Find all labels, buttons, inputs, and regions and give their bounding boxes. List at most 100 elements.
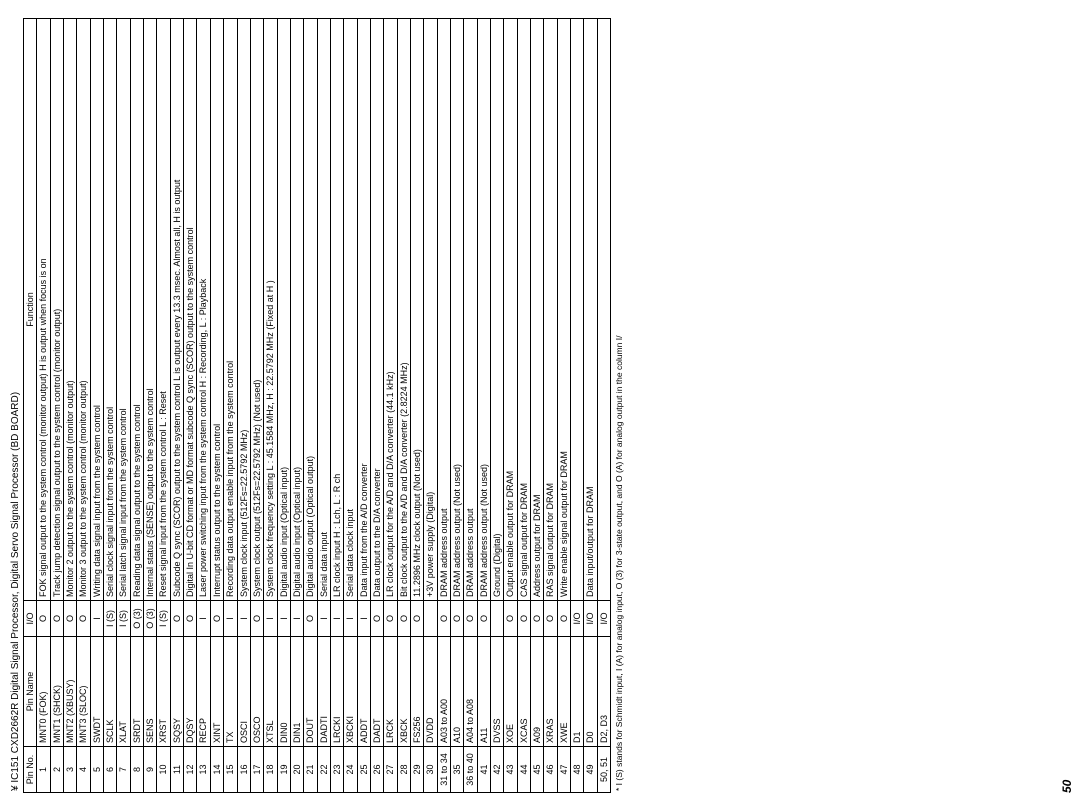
cell-name: XLAT xyxy=(117,637,130,747)
cell-io: O (3) xyxy=(144,601,157,637)
table-row: 18XTSLISystem clock frequency setting L … xyxy=(264,19,277,793)
cell-function: System clock input (512Fs=22.5792 MHz) xyxy=(237,19,250,601)
table-row: 21DOUTODigital audio output (Optical out… xyxy=(304,19,317,793)
cell-pin: 8 xyxy=(130,747,143,793)
cell-name: DVSS xyxy=(491,637,504,747)
table-row: 19DIN0IDigital audio input (Optical inpu… xyxy=(277,19,290,793)
cell-name: MNT1 (SHCK) xyxy=(50,637,63,747)
cell-io: O xyxy=(410,601,423,637)
cell-io: I (S) xyxy=(157,601,170,637)
cell-io: I xyxy=(277,601,290,637)
cell-name: XRST xyxy=(157,637,170,747)
table-row: 9SENSO (3)Internal status (SENSE) output… xyxy=(144,19,157,793)
cell-pin: 2 xyxy=(50,747,63,793)
table-row: 2MNT1 (SHCK)OTrack jump detection signal… xyxy=(50,19,63,793)
table-row: 49D0I/OData input/output for DRAM xyxy=(584,19,597,793)
cell-name: MNT3 (SLOC) xyxy=(77,637,90,747)
cell-name: XINT xyxy=(210,637,223,747)
cell-name: XRAS xyxy=(544,637,557,747)
col-name-header: Pin Name xyxy=(24,637,37,747)
cell-name: SCLK xyxy=(104,637,117,747)
table-row: 46XRASORAS signal output for DRAM xyxy=(544,19,557,793)
cell-io: O xyxy=(370,601,383,637)
table-row: 16OSCIISystem clock input (512Fs=22.5792… xyxy=(237,19,250,793)
cell-pin: 42 xyxy=(491,747,504,793)
cell-function: FOK signal output to the system control … xyxy=(37,19,50,601)
cell-io: O xyxy=(517,601,530,637)
table-row: 50, 51D2, D3I/O xyxy=(597,19,610,793)
cell-pin: 43 xyxy=(504,747,517,793)
cell-pin: 41 xyxy=(477,747,490,793)
cell-name: XCAS xyxy=(517,637,530,747)
table-row: 26DADTOData output to the D/A converter xyxy=(370,19,383,793)
cell-pin: 47 xyxy=(557,747,570,793)
cell-pin: 11 xyxy=(170,747,183,793)
cell-name: DIN0 xyxy=(277,637,290,747)
cell-io: O (3) xyxy=(130,601,143,637)
table-row: 27LRCKOLR clock output for the A/D and D… xyxy=(384,19,397,793)
table-row: 12DQSYODigital In U-bit CD format or MD … xyxy=(184,19,197,793)
table-row: 15TXIRecording data output enable input … xyxy=(224,19,237,793)
cell-function xyxy=(571,19,584,601)
cell-name: SRDT xyxy=(130,637,143,747)
cell-pin: 3 xyxy=(64,747,77,793)
cell-name: RECP xyxy=(197,637,210,747)
cell-pin: 28 xyxy=(397,747,410,793)
cell-io: I xyxy=(224,601,237,637)
cell-io: O xyxy=(210,601,223,637)
cell-name: DOUT xyxy=(304,637,317,747)
table-row: 11SQSYOSubcode Q sync (SCOR) output to t… xyxy=(170,19,183,793)
cell-function: Reset signal input from the system contr… xyxy=(157,19,170,601)
cell-name: LRCK xyxy=(384,637,397,747)
cell-function: RAS signal output for DRAM xyxy=(544,19,557,601)
cell-io: O xyxy=(451,601,464,637)
cell-pin: 27 xyxy=(384,747,397,793)
cell-io: O xyxy=(557,601,570,637)
cell-function xyxy=(597,19,610,601)
cell-function: Serial latch signal input from the syste… xyxy=(117,19,130,601)
cell-io: I (S) xyxy=(104,601,117,637)
cell-name: DIN1 xyxy=(290,637,303,747)
cell-name: TX xyxy=(224,637,237,747)
cell-pin: 6 xyxy=(104,747,117,793)
cell-name: DADTI xyxy=(317,637,330,747)
cell-function: Subcode Q sync (SCOR) output to the syst… xyxy=(170,19,183,601)
cell-name: A09 xyxy=(531,637,544,747)
cell-pin: 50, 51 xyxy=(597,747,610,793)
cell-function: DRAM address output (Not used) xyxy=(451,19,464,601)
cell-io: O xyxy=(64,601,77,637)
table-row: 28XBCKOBit clock output to the A/D and D… xyxy=(397,19,410,793)
cell-pin: 20 xyxy=(290,747,303,793)
page-rotated: ¥ IC151 CXD2662R Digital Signal Processo… xyxy=(0,0,1080,811)
cell-pin: 29 xyxy=(410,747,423,793)
cell-name: MNT0 (FOK) xyxy=(37,637,50,747)
cell-io: O xyxy=(437,601,450,637)
cell-function: LR clock input H : Lch, L : R ch xyxy=(330,19,343,601)
table-row: 22DADTIISerial data input xyxy=(317,19,330,793)
cell-name: A10 xyxy=(451,637,464,747)
cell-name: OSCO xyxy=(250,637,263,747)
table-row: 20DIN1IDigital audio input (Optical inpu… xyxy=(290,19,303,793)
cell-io: O xyxy=(170,601,183,637)
cell-io: I xyxy=(237,601,250,637)
cell-name: A11 xyxy=(477,637,490,747)
cell-function: Recording data output enable input from … xyxy=(224,19,237,601)
table-row: 13RECPILaser power switching input from … xyxy=(197,19,210,793)
cell-pin: 7 xyxy=(117,747,130,793)
cell-pin: 15 xyxy=(224,747,237,793)
cell-function: Output enable output for DRAM xyxy=(504,19,517,601)
cell-io xyxy=(491,601,504,637)
table-row: 35A10ODRAM address output (Not used) xyxy=(451,19,464,793)
cell-io: I/O xyxy=(597,601,610,637)
cell-io: O xyxy=(250,601,263,637)
cell-function: LR clock output for the A/D and D/A conv… xyxy=(384,19,397,601)
cell-io: O xyxy=(37,601,50,637)
cell-pin: 4 xyxy=(77,747,90,793)
table-row: 29FS256O11.2896 MHz clock output (Not us… xyxy=(410,19,423,793)
table-row: 41A11ODRAM address output (Not used) xyxy=(477,19,490,793)
cell-function: Digital audio input (Optical input) xyxy=(290,19,303,601)
cell-io: O xyxy=(77,601,90,637)
cell-function: Laser power switching input from the sys… xyxy=(197,19,210,601)
cell-io: O xyxy=(504,601,517,637)
cell-name: D2, D3 xyxy=(597,637,610,747)
